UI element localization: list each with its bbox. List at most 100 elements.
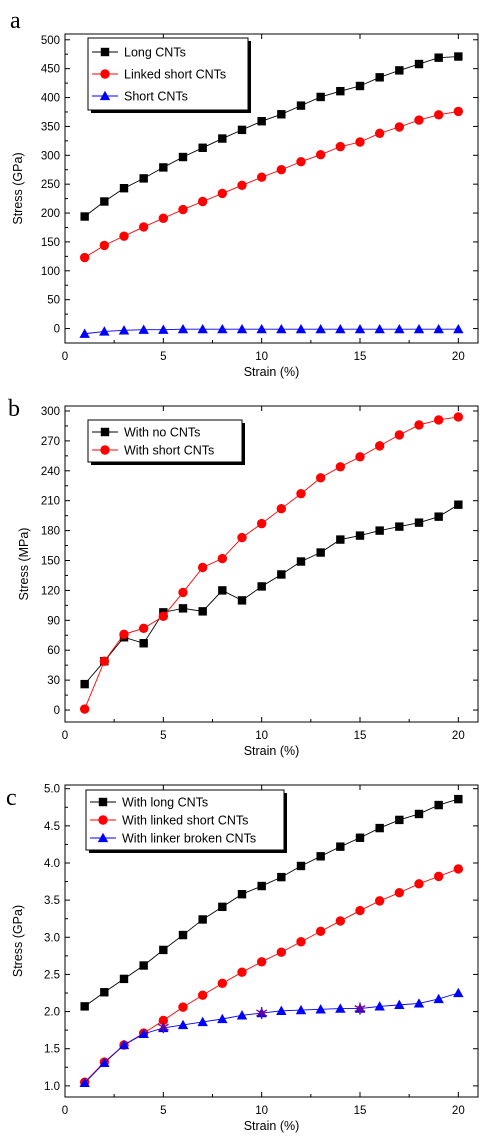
data-point (315, 926, 326, 937)
data-point (276, 947, 287, 957)
x-tick-label: 20 (452, 730, 465, 742)
data-point (296, 101, 306, 110)
data-point (217, 323, 228, 334)
data-point (454, 500, 463, 509)
data-point (178, 204, 188, 215)
legend: With no CNTs With short CNTs (87, 419, 245, 465)
data-point (374, 441, 385, 451)
legend: With long CNTs With linked short CNTs With… (85, 789, 287, 853)
data-point (335, 916, 346, 926)
y-tick-label: 180 (41, 526, 60, 538)
data-point (433, 871, 444, 882)
data-point (296, 861, 306, 871)
data-point (374, 128, 385, 139)
data-point (394, 430, 405, 440)
data-point (375, 823, 384, 833)
x-tick-label: 0 (62, 730, 68, 742)
data-point (296, 937, 306, 947)
data-point (413, 998, 425, 1008)
data-point (414, 809, 424, 819)
y-axis-title: Stress (GPa) (11, 152, 25, 224)
data-point (236, 1010, 248, 1020)
data-point (374, 896, 385, 906)
data-point (99, 326, 110, 336)
y-tick-label: 150 (41, 237, 60, 249)
data-point (375, 73, 384, 82)
data-point (237, 890, 247, 899)
data-point (237, 180, 247, 191)
data-point (159, 945, 168, 955)
data-point (316, 92, 325, 102)
data-point (335, 323, 346, 334)
series-line (84, 868, 459, 1083)
data-point (138, 222, 149, 232)
y-tick-label: 300 (41, 150, 60, 162)
x-axis-title: Strain (%) (244, 1119, 300, 1133)
legend-marker (98, 815, 108, 825)
y-tick-label: 500 (41, 35, 60, 47)
y-tick-label: 150 (41, 556, 60, 568)
data-point (335, 462, 346, 472)
y-tick-label: 0 (54, 324, 60, 336)
series-with-no-cnts (80, 500, 463, 689)
data-point (433, 993, 444, 1004)
legend-entry: Short CNTs (124, 90, 188, 104)
data-point (118, 325, 130, 335)
data-point (138, 1028, 149, 1039)
data-point (79, 328, 90, 338)
data-point (158, 611, 169, 622)
data-point (276, 503, 287, 514)
series-with-short-cnts (79, 412, 464, 714)
data-point (295, 323, 307, 334)
data-point (178, 152, 188, 162)
series-line (84, 504, 459, 685)
series-short-cnts (79, 323, 464, 338)
data-point (454, 794, 463, 804)
legend: Long CNTs Linked short CNTs Short CNTs (87, 37, 251, 113)
data-point (454, 52, 463, 61)
data-point (453, 412, 464, 422)
data-point (434, 512, 443, 521)
data-point (316, 852, 325, 861)
data-point (198, 915, 207, 924)
y-tick-label: 90 (47, 615, 60, 627)
data-point (453, 106, 464, 117)
chart-panel-c: c 1.0 1.5 2.0 2.5 3.0 3.5 4.0 4.5 5.0 0 5 10 15 20 Stra… (6, 784, 479, 1133)
x-tick-label: 15 (354, 730, 367, 742)
data-point (178, 604, 188, 613)
data-point (119, 184, 129, 193)
data-point (414, 420, 424, 430)
data-point (434, 53, 443, 62)
series-line (84, 328, 459, 335)
data-point (277, 872, 286, 882)
legend-entry: Linked short CNTs (124, 68, 226, 82)
data-point (79, 1077, 90, 1088)
data-point (296, 557, 306, 566)
data-point (218, 586, 227, 595)
data-point (79, 252, 90, 263)
y-tick-label: 4.5 (44, 821, 60, 833)
data-point (374, 1001, 385, 1011)
data-point (375, 526, 384, 535)
x-tick-label: 0 (62, 1105, 68, 1117)
data-point (413, 323, 425, 334)
data-point (119, 231, 129, 241)
data-point (100, 988, 109, 997)
series-with-long-cnts (80, 794, 463, 1011)
chart-panel-a: a 0 50 100 150 200 250 300 350 400 450 500 0 5 10 15 20 S… (10, 8, 479, 379)
data-point (177, 1019, 189, 1030)
data-point (177, 323, 189, 334)
x-tick-label: 20 (452, 351, 465, 363)
data-point (394, 122, 405, 132)
y-tick-label: 30 (47, 675, 60, 687)
y-tick-label: 50 (47, 295, 60, 307)
y-tick-label: 200 (41, 208, 60, 220)
data-point (158, 324, 169, 334)
y-tick-label: 0 (54, 705, 60, 717)
data-point (256, 172, 267, 182)
panel-letter: c (6, 785, 17, 811)
y-tick-label: 350 (41, 121, 60, 133)
x-tick-label: 0 (62, 351, 68, 363)
data-point (355, 905, 365, 916)
